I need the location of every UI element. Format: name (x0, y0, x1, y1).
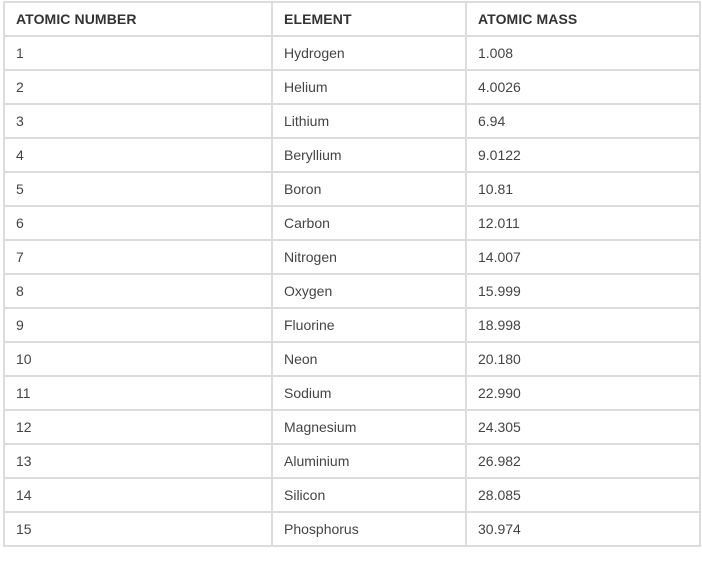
cell-atomic-mass: 9.0122 (465, 137, 701, 173)
cell-element: Carbon (271, 205, 467, 241)
cell-atomic-mass: 24.305 (465, 409, 701, 445)
cell-element: Boron (271, 171, 467, 207)
header-row: ATOMIC NUMBER ELEMENT ATOMIC MASS (3, 1, 701, 37)
cell-atomic-mass: 26.982 (465, 443, 701, 479)
header-atomic-mass: ATOMIC MASS (465, 1, 701, 37)
cell-element: Aluminium (271, 443, 467, 479)
table-body: 1 Hydrogen 1.008 2 Helium 4.0026 3 Lithi… (3, 35, 701, 547)
cell-atomic-number: 14 (3, 477, 273, 513)
table-row: 7 Nitrogen 14.007 (3, 239, 701, 275)
cell-atomic-number: 5 (3, 171, 273, 207)
cell-element: Beryllium (271, 137, 467, 173)
cell-atomic-mass: 4.0026 (465, 69, 701, 105)
table-row: 1 Hydrogen 1.008 (3, 35, 701, 71)
table-header: ATOMIC NUMBER ELEMENT ATOMIC MASS (3, 1, 701, 37)
cell-atomic-mass: 6.94 (465, 103, 701, 139)
table-row: 9 Fluorine 18.998 (3, 307, 701, 343)
cell-atomic-mass: 15.999 (465, 273, 701, 309)
table-row: 15 Phosphorus 30.974 (3, 511, 701, 547)
cell-atomic-number: 11 (3, 375, 273, 411)
table-row: 12 Magnesium 24.305 (3, 409, 701, 445)
header-atomic-number: ATOMIC NUMBER (3, 1, 273, 37)
cell-element: Magnesium (271, 409, 467, 445)
header-element: ELEMENT (271, 1, 467, 37)
cell-atomic-mass: 14.007 (465, 239, 701, 275)
cell-atomic-mass: 28.085 (465, 477, 701, 513)
table-row: 8 Oxygen 15.999 (3, 273, 701, 309)
cell-element: Sodium (271, 375, 467, 411)
cell-atomic-number: 15 (3, 511, 273, 547)
cell-atomic-mass: 1.008 (465, 35, 701, 71)
cell-element: Silicon (271, 477, 467, 513)
cell-element: Phosphorus (271, 511, 467, 547)
table-row: 4 Beryllium 9.0122 (3, 137, 701, 173)
table-row: 13 Aluminium 26.982 (3, 443, 701, 479)
table-container: ATOMIC NUMBER ELEMENT ATOMIC MASS 1 Hydr… (3, 1, 701, 547)
cell-element: Lithium (271, 103, 467, 139)
cell-atomic-number: 1 (3, 35, 273, 71)
cell-atomic-number: 8 (3, 273, 273, 309)
table-row: 2 Helium 4.0026 (3, 69, 701, 105)
table-row: 6 Carbon 12.011 (3, 205, 701, 241)
cell-element: Nitrogen (271, 239, 467, 275)
cell-atomic-mass: 18.998 (465, 307, 701, 343)
cell-atomic-number: 12 (3, 409, 273, 445)
table-row: 10 Neon 20.180 (3, 341, 701, 377)
cell-atomic-mass: 20.180 (465, 341, 701, 377)
cell-element: Oxygen (271, 273, 467, 309)
cell-atomic-number: 3 (3, 103, 273, 139)
table-row: 14 Silicon 28.085 (3, 477, 701, 513)
cell-element: Neon (271, 341, 467, 377)
cell-atomic-number: 13 (3, 443, 273, 479)
cell-atomic-mass: 30.974 (465, 511, 701, 547)
cell-atomic-number: 10 (3, 341, 273, 377)
table-row: 3 Lithium 6.94 (3, 103, 701, 139)
cell-atomic-mass: 22.990 (465, 375, 701, 411)
cell-element: Hydrogen (271, 35, 467, 71)
cell-atomic-number: 4 (3, 137, 273, 173)
table-row: 11 Sodium 22.990 (3, 375, 701, 411)
cell-element: Fluorine (271, 307, 467, 343)
cell-atomic-number: 9 (3, 307, 273, 343)
cell-atomic-number: 6 (3, 205, 273, 241)
cell-atomic-number: 2 (3, 69, 273, 105)
cell-atomic-number: 7 (3, 239, 273, 275)
elements-table: ATOMIC NUMBER ELEMENT ATOMIC MASS 1 Hydr… (3, 1, 701, 547)
cell-atomic-mass: 12.011 (465, 205, 701, 241)
table-row: 5 Boron 10.81 (3, 171, 701, 207)
cell-element: Helium (271, 69, 467, 105)
cell-atomic-mass: 10.81 (465, 171, 701, 207)
